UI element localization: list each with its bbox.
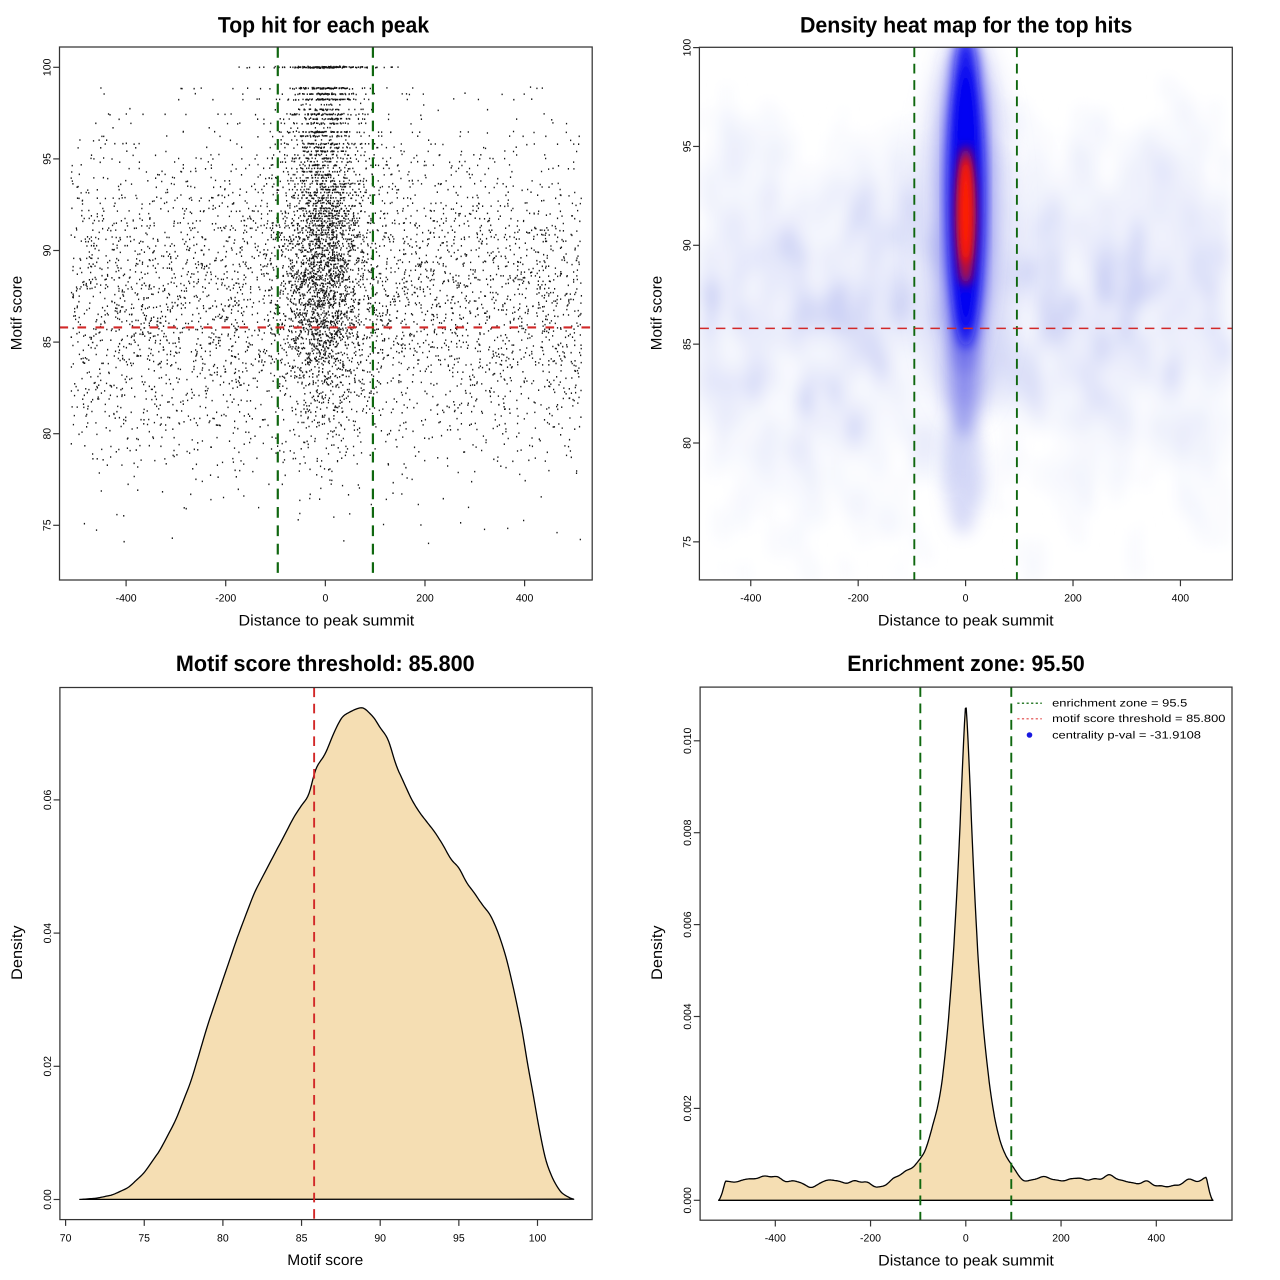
svg-text:Distance to peak summit: Distance to peak summit	[878, 612, 1054, 629]
svg-text:-400: -400	[765, 1233, 786, 1245]
svg-text:Motif score: Motif score	[287, 1252, 363, 1269]
svg-text:0.002: 0.002	[682, 1095, 694, 1121]
svg-text:0.02: 0.02	[42, 1056, 54, 1077]
svg-text:100: 100	[681, 39, 693, 57]
svg-text:Distance to peak summit: Distance to peak summit	[239, 612, 415, 629]
svg-text:0.008: 0.008	[682, 819, 694, 845]
svg-text:85: 85	[42, 336, 54, 348]
svg-text:200: 200	[416, 593, 434, 605]
svg-text:90: 90	[374, 1233, 386, 1245]
svg-text:-200: -200	[215, 593, 236, 605]
svg-text:Distance to peak summit: Distance to peak summit	[878, 1252, 1054, 1269]
svg-text:0: 0	[963, 1233, 969, 1245]
svg-text:75: 75	[681, 536, 693, 548]
svg-text:-400: -400	[740, 593, 761, 605]
svg-text:75: 75	[138, 1233, 150, 1245]
svg-text:0.06: 0.06	[42, 790, 54, 811]
svg-text:80: 80	[681, 437, 693, 449]
svg-text:Density: Density	[649, 925, 666, 980]
svg-text:90: 90	[681, 239, 693, 251]
svg-text:0.010: 0.010	[682, 728, 694, 754]
svg-text:80: 80	[42, 428, 54, 440]
svg-text:0: 0	[963, 593, 969, 605]
svg-text:400: 400	[516, 593, 534, 605]
svg-text:95: 95	[453, 1233, 465, 1245]
svg-text:Enrichment zone: 95.50: Enrichment zone: 95.50	[847, 651, 1085, 676]
svg-text:90: 90	[42, 245, 54, 257]
svg-text:200: 200	[1064, 593, 1082, 605]
svg-text:0: 0	[322, 593, 328, 605]
svg-text:enrichment zone = 95.5: enrichment zone = 95.5	[1052, 698, 1187, 710]
svg-text:Motif score threshold: 85.800: Motif score threshold: 85.800	[176, 651, 475, 676]
svg-text:-400: -400	[116, 593, 137, 605]
svg-text:Motif score: Motif score	[9, 276, 26, 351]
svg-text:motif score threshold = 85.800: motif score threshold = 85.800	[1052, 713, 1225, 725]
svg-text:85: 85	[681, 338, 693, 350]
svg-text:400: 400	[1172, 593, 1190, 605]
svg-text:Motif score: Motif score	[648, 276, 665, 351]
svg-text:0.04: 0.04	[42, 923, 54, 944]
svg-text:70: 70	[60, 1233, 72, 1245]
svg-text:80: 80	[217, 1233, 229, 1245]
svg-text:0.004: 0.004	[682, 1003, 694, 1029]
svg-text:Top hit for each peak: Top hit for each peak	[218, 12, 430, 37]
svg-text:400: 400	[1148, 1233, 1166, 1245]
svg-text:85: 85	[296, 1233, 308, 1245]
svg-text:100: 100	[42, 58, 54, 76]
svg-text:95: 95	[42, 153, 54, 165]
svg-text:-200: -200	[848, 593, 869, 605]
svg-text:0.00: 0.00	[42, 1189, 54, 1210]
svg-text:75: 75	[42, 519, 54, 531]
svg-text:-200: -200	[860, 1233, 881, 1245]
svg-text:Density: Density	[9, 925, 26, 980]
svg-text:0.006: 0.006	[682, 911, 694, 937]
svg-text:200: 200	[1052, 1233, 1070, 1245]
svg-text:100: 100	[529, 1233, 547, 1245]
svg-text:95: 95	[681, 140, 693, 152]
svg-text:centrality p-val = -31.9108: centrality p-val = -31.9108	[1052, 730, 1201, 742]
svg-text:0.000: 0.000	[682, 1187, 694, 1213]
svg-text:Density heat map for the top h: Density heat map for the top hits	[800, 12, 1133, 37]
